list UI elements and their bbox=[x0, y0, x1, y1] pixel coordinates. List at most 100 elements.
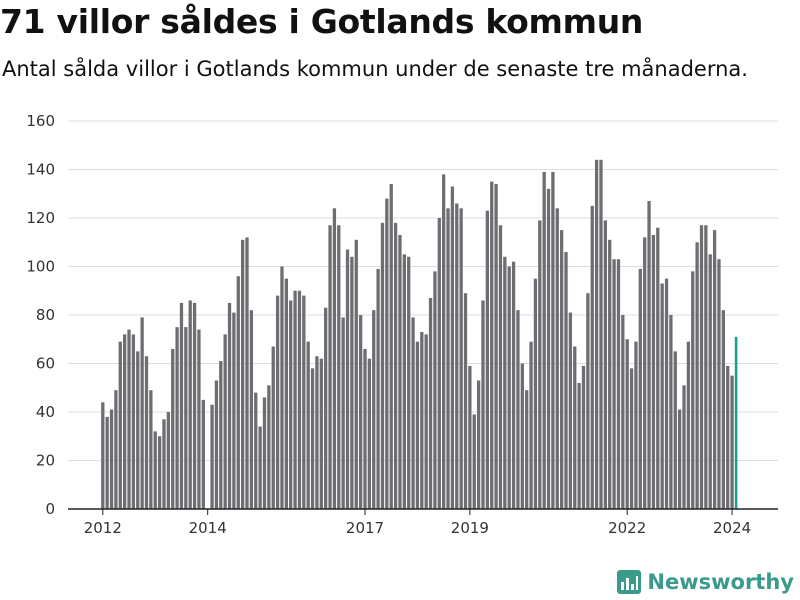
bar bbox=[586, 293, 590, 509]
bar bbox=[704, 225, 708, 509]
bar bbox=[358, 315, 363, 509]
x-tick-label: 2019 bbox=[451, 519, 489, 537]
bar bbox=[616, 259, 621, 509]
bar bbox=[332, 208, 337, 510]
x-tick-label: 2014 bbox=[189, 519, 227, 537]
bar bbox=[730, 375, 734, 510]
bar bbox=[192, 302, 197, 510]
bar bbox=[507, 266, 511, 509]
bar bbox=[629, 368, 634, 509]
bar bbox=[153, 431, 157, 509]
brand-name: Newsworthy bbox=[647, 570, 794, 594]
bar bbox=[656, 227, 660, 509]
bars bbox=[101, 159, 738, 510]
bar bbox=[691, 271, 695, 509]
bar bbox=[468, 365, 472, 509]
bar bbox=[712, 230, 717, 510]
bar bbox=[573, 346, 577, 509]
bar bbox=[188, 300, 192, 509]
bar bbox=[149, 390, 153, 509]
y-tick-label: 20 bbox=[36, 452, 55, 470]
bar bbox=[398, 234, 402, 509]
bar bbox=[101, 402, 105, 509]
bar bbox=[494, 184, 498, 510]
bar bbox=[345, 249, 350, 509]
bar bbox=[254, 392, 258, 509]
y-tick-label: 120 bbox=[26, 209, 55, 227]
bar bbox=[184, 327, 188, 510]
brand-logo: Newsworthy bbox=[617, 570, 794, 594]
bar bbox=[564, 251, 568, 509]
bar bbox=[271, 346, 275, 509]
bar bbox=[131, 334, 136, 509]
bar bbox=[302, 295, 306, 509]
bar bbox=[280, 266, 284, 509]
bar bbox=[402, 254, 406, 510]
bar bbox=[372, 310, 376, 509]
x-tick-label: 2022 bbox=[608, 519, 646, 537]
bar bbox=[354, 239, 358, 509]
bar bbox=[328, 225, 332, 509]
annotations: 71 bbox=[731, 0, 751, 4]
bar bbox=[175, 327, 179, 510]
bar bbox=[393, 222, 398, 509]
bar bbox=[686, 341, 691, 509]
bar bbox=[171, 348, 175, 509]
bar bbox=[310, 368, 315, 509]
bar bbox=[140, 317, 144, 509]
bar bbox=[293, 290, 297, 509]
bar bbox=[669, 315, 673, 509]
bar bbox=[621, 315, 625, 509]
bar bbox=[144, 356, 149, 509]
bar bbox=[442, 174, 446, 509]
bar bbox=[433, 271, 437, 509]
bar bbox=[389, 184, 393, 510]
bar bbox=[363, 348, 367, 509]
y-tick-label: 140 bbox=[26, 161, 55, 179]
bar bbox=[503, 256, 507, 509]
bar bbox=[306, 341, 310, 509]
bar bbox=[476, 380, 481, 509]
bar bbox=[240, 239, 245, 509]
bar bbox=[376, 268, 380, 509]
bar bbox=[721, 310, 725, 509]
bar bbox=[677, 409, 682, 509]
bar bbox=[568, 312, 573, 509]
bar bbox=[407, 256, 411, 509]
bar bbox=[424, 334, 428, 509]
bar bbox=[546, 188, 551, 509]
bar bbox=[162, 419, 166, 509]
bar bbox=[726, 365, 730, 509]
page-title: 71 villor såldes i Gotlands kommun bbox=[0, 2, 644, 41]
bar bbox=[603, 220, 607, 509]
bar bbox=[472, 414, 476, 509]
bar bbox=[258, 426, 262, 509]
bar bbox=[717, 259, 721, 509]
bar bbox=[577, 382, 581, 509]
last-value-label: 71 bbox=[731, 0, 751, 4]
chart-logo-icon bbox=[617, 570, 642, 594]
bar bbox=[324, 307, 328, 509]
bar bbox=[485, 210, 490, 509]
bar bbox=[201, 399, 205, 510]
x-tick-label: 2024 bbox=[713, 519, 751, 537]
bar bbox=[227, 302, 232, 510]
bar bbox=[699, 225, 704, 509]
bar bbox=[664, 278, 669, 510]
bar bbox=[481, 300, 485, 509]
bar bbox=[297, 290, 302, 509]
bar bbox=[695, 242, 699, 509]
bar bbox=[634, 341, 638, 509]
bar bbox=[315, 356, 319, 509]
x-axis-ticks: 2012 2014 2017 2019 2022 2024 bbox=[84, 509, 751, 537]
bar bbox=[275, 295, 280, 509]
bar bbox=[538, 220, 542, 509]
bar bbox=[450, 186, 455, 509]
bar bbox=[114, 390, 118, 509]
y-axis-ticks: 0 20 40 60 80 100 120 140 160 bbox=[26, 112, 55, 518]
bar bbox=[136, 351, 140, 510]
bar bbox=[118, 341, 122, 509]
bar bbox=[520, 363, 524, 509]
bar bbox=[682, 385, 686, 509]
